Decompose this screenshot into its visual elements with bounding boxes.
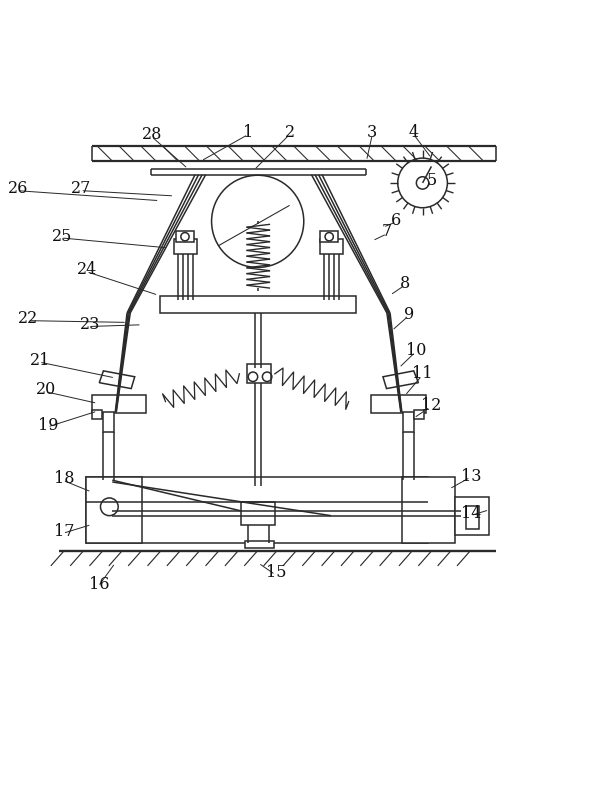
Text: 15: 15 [267, 564, 287, 581]
Text: 28: 28 [142, 126, 163, 143]
Text: 12: 12 [421, 397, 441, 413]
Text: 1: 1 [243, 124, 254, 141]
Bar [403, 412, 414, 432]
Bar [241, 502, 275, 525]
Text: 26: 26 [8, 181, 28, 197]
Text: 20: 20 [36, 381, 56, 398]
Bar [371, 394, 426, 413]
Text: 7: 7 [382, 223, 392, 241]
Text: 14: 14 [462, 506, 482, 522]
Text: 13: 13 [462, 468, 482, 484]
Text: 2: 2 [284, 124, 295, 141]
Bar [160, 297, 356, 313]
Text: 3: 3 [367, 124, 378, 141]
Text: 4: 4 [408, 124, 419, 141]
Text: 16: 16 [89, 576, 109, 593]
Bar [455, 497, 489, 535]
Bar [86, 477, 428, 544]
Text: 25: 25 [52, 227, 72, 245]
Text: 27: 27 [72, 181, 92, 197]
Text: 18: 18 [54, 470, 74, 487]
Bar [402, 477, 455, 544]
Bar [92, 394, 146, 413]
Text: 24: 24 [77, 260, 98, 278]
Bar [320, 231, 338, 242]
Text: 19: 19 [38, 417, 59, 434]
Bar [176, 231, 194, 242]
Text: 23: 23 [80, 316, 100, 333]
Text: 10: 10 [407, 342, 427, 359]
Bar [247, 364, 271, 383]
Bar [174, 239, 197, 254]
Text: 8: 8 [400, 275, 410, 292]
Polygon shape [99, 371, 135, 389]
Text: 5: 5 [426, 172, 437, 189]
Text: 6: 6 [391, 211, 401, 229]
Bar [92, 410, 102, 419]
Text: 9: 9 [404, 306, 414, 323]
Text: 22: 22 [18, 310, 38, 327]
Bar [466, 506, 479, 529]
Bar [86, 477, 142, 544]
Bar [103, 412, 114, 432]
Bar [320, 239, 343, 254]
Bar [245, 541, 274, 548]
Text: 11: 11 [413, 365, 433, 383]
Text: 21: 21 [30, 352, 50, 368]
Text: 17: 17 [54, 523, 74, 540]
Bar [414, 410, 424, 419]
Polygon shape [383, 371, 418, 389]
